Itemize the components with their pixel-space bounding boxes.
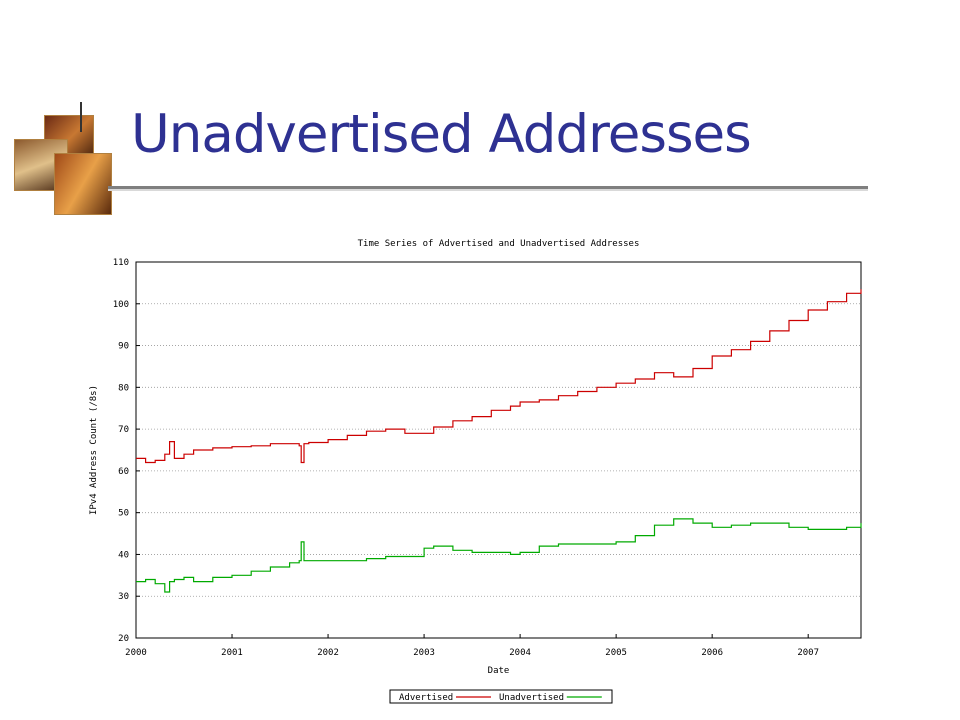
x-tick-label: 2000 <box>125 648 147 658</box>
y-tick-label: 60 <box>118 467 129 477</box>
y-tick-label: 100 <box>113 300 129 310</box>
y-tick-label: 110 <box>113 258 129 268</box>
title-accent-line <box>80 102 82 132</box>
x-tick-label: 2007 <box>797 648 819 658</box>
x-tick-label: 2005 <box>605 648 627 658</box>
title-underline-shadow <box>108 189 868 191</box>
slide-title: Unadvertised Addresses <box>131 104 752 165</box>
presentation-logo <box>12 113 112 217</box>
y-tick-label: 40 <box>118 550 129 560</box>
series-lines <box>136 289 862 593</box>
x-tick-label: 2003 <box>413 648 435 658</box>
x-axis: 2000 2001 2002 2003 2004 2005 2006 2007 <box>125 634 819 658</box>
legend-label: Unadvertised <box>499 693 564 703</box>
x-axis-label: Date <box>488 666 510 676</box>
plot-area <box>135 261 862 639</box>
y-tick-label: 80 <box>118 383 129 393</box>
x-tick-label: 2006 <box>701 648 723 658</box>
legend-label: Advertised <box>399 693 453 703</box>
legend-box <box>389 689 613 704</box>
x-tick-label: 2001 <box>221 648 243 658</box>
logo-painting-tile <box>54 153 112 215</box>
series-line-advertised <box>136 289 862 464</box>
y-axis-label: IPv4 Address Count (/8s) <box>89 385 99 515</box>
y-tick-label: 30 <box>118 592 129 602</box>
y-tick-label: 20 <box>118 634 129 644</box>
y-tick-label: 70 <box>118 425 129 435</box>
y-tick-label: 50 <box>118 509 129 519</box>
chart-grid <box>136 303 861 597</box>
title-underline <box>108 186 868 189</box>
x-tick-label: 2002 <box>317 648 339 658</box>
chart-legend: Advertised Unadvertised <box>389 689 613 704</box>
y-tick-label: 90 <box>118 342 129 352</box>
x-tick-label: 2004 <box>509 648 531 658</box>
series-line-unadvertised <box>136 518 862 593</box>
chart-title: Time Series of Advertised and Unadvertis… <box>358 239 640 249</box>
y-axis: 20 30 40 50 60 70 80 90 100 110 <box>113 258 140 644</box>
